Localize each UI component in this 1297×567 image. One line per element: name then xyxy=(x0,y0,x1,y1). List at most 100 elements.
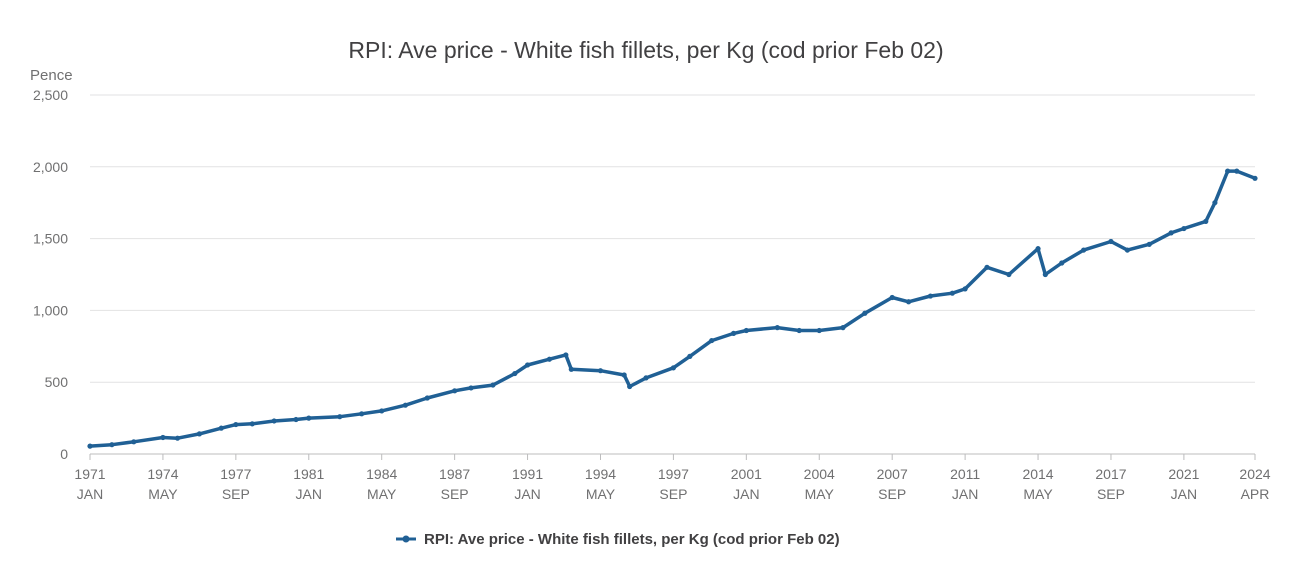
data-point[interactable] xyxy=(984,264,990,270)
data-point[interactable] xyxy=(709,337,715,344)
x-tick-month-label: JAN xyxy=(952,486,978,502)
y-axis-ticks: 0 500 1,000 1,500 2,000 2,500 xyxy=(33,87,68,462)
x-tick-month-label: SEP xyxy=(659,486,687,502)
data-point[interactable] xyxy=(1146,241,1152,247)
legend[interactable]: RPI: Ave price - White fish fillets, per… xyxy=(396,531,840,548)
y-tick-label: 1,000 xyxy=(33,302,68,318)
data-point[interactable] xyxy=(730,330,737,336)
data-point[interactable] xyxy=(949,290,955,296)
y-tick-label: 2,000 xyxy=(33,159,68,175)
x-tick-year-label: 1984 xyxy=(366,466,397,482)
data-point[interactable] xyxy=(160,434,166,441)
data-point[interactable] xyxy=(1124,247,1130,253)
data-point[interactable] xyxy=(643,375,649,381)
data-point[interactable] xyxy=(1225,168,1231,174)
x-tick-year-label: 2017 xyxy=(1095,466,1126,482)
data-point[interactable] xyxy=(1252,175,1258,181)
data-point[interactable] xyxy=(359,411,365,417)
data-point[interactable] xyxy=(1059,260,1065,266)
data-point[interactable] xyxy=(402,402,409,408)
data-point[interactable] xyxy=(621,372,627,378)
data-point[interactable] xyxy=(774,325,780,331)
x-tick-month-label: MAY xyxy=(148,486,178,502)
data-point[interactable] xyxy=(597,368,604,374)
gridlines xyxy=(90,94,1255,383)
x-tick-year-label: 1981 xyxy=(293,466,324,482)
x-tick-year-label: 1994 xyxy=(585,466,616,482)
data-point[interactable] xyxy=(490,382,496,388)
legend-label: RPI: Ave price - White fish fillets, per… xyxy=(424,531,840,548)
data-point[interactable] xyxy=(546,356,553,362)
data-point[interactable] xyxy=(233,421,239,428)
data-point[interactable] xyxy=(174,435,181,441)
data-point[interactable] xyxy=(840,325,846,331)
y-axis-unit-label: Pence xyxy=(30,67,73,84)
x-tick-month-label: SEP xyxy=(222,486,250,502)
data-point[interactable] xyxy=(452,388,458,394)
x-tick-year-label: 1977 xyxy=(220,466,251,482)
data-point[interactable] xyxy=(468,385,474,391)
data-point[interactable] xyxy=(131,439,137,445)
data-point[interactable] xyxy=(524,362,531,368)
data-point[interactable] xyxy=(1203,218,1209,224)
x-tick-year-label: 1971 xyxy=(74,466,105,482)
data-point[interactable] xyxy=(796,327,802,334)
data-point[interactable] xyxy=(670,365,677,371)
data-point[interactable] xyxy=(627,383,633,390)
data-point[interactable] xyxy=(889,294,895,301)
chart-title: RPI: Ave price - White fish fillets, per… xyxy=(348,37,943,63)
x-tick-year-label: 1997 xyxy=(658,466,689,482)
x-tick-year-label: 2004 xyxy=(804,466,835,482)
data-point[interactable] xyxy=(816,327,822,334)
x-tick-month-label: MAY xyxy=(1023,486,1053,502)
data-point[interactable] xyxy=(109,442,115,448)
data-point[interactable] xyxy=(1181,225,1187,232)
data-point[interactable] xyxy=(1035,246,1041,252)
data-point[interactable] xyxy=(905,299,912,305)
data-point[interactable] xyxy=(87,443,93,449)
x-tick-month-label: MAY xyxy=(586,486,616,502)
data-point[interactable] xyxy=(563,352,569,358)
x-tick-year-label: 2024 xyxy=(1239,466,1270,482)
data-point[interactable] xyxy=(1234,168,1240,174)
data-point[interactable] xyxy=(1168,230,1174,236)
x-tick-month-label: MAY xyxy=(805,486,835,502)
y-tick-label: 1,500 xyxy=(33,231,68,247)
data-point[interactable] xyxy=(337,414,343,420)
data-point[interactable] xyxy=(218,425,224,431)
data-point[interactable] xyxy=(306,415,312,421)
x-tick-month-label: SEP xyxy=(878,486,906,502)
data-point[interactable] xyxy=(1042,271,1048,278)
data-point[interactable] xyxy=(927,293,934,299)
x-tick-year-label: 1987 xyxy=(439,466,470,482)
x-tick-year-label: 2021 xyxy=(1168,466,1199,482)
data-point[interactable] xyxy=(1108,238,1114,245)
data-point[interactable] xyxy=(271,418,277,424)
data-point[interactable] xyxy=(743,327,749,334)
x-tick-month-label: JAN xyxy=(1171,486,1197,502)
x-tick-year-label: 1991 xyxy=(512,466,543,482)
y-tick-label: 0 xyxy=(60,446,68,462)
data-point[interactable] xyxy=(687,353,693,359)
x-tick-year-label: 1974 xyxy=(147,466,178,482)
data-point[interactable] xyxy=(379,408,385,414)
data-point[interactable] xyxy=(1081,247,1087,253)
y-tick-label: 500 xyxy=(45,374,69,390)
x-tick-month-label: APR xyxy=(1241,486,1270,502)
data-point[interactable] xyxy=(568,366,574,372)
data-point[interactable] xyxy=(293,416,299,423)
data-point[interactable] xyxy=(1212,200,1218,206)
x-tick-year-label: 2001 xyxy=(731,466,762,482)
data-point[interactable] xyxy=(249,421,255,427)
data-point[interactable] xyxy=(424,395,430,401)
y-tick-label: 2,500 xyxy=(33,87,68,103)
data-point[interactable] xyxy=(862,310,868,316)
data-point[interactable] xyxy=(962,286,968,292)
data-point[interactable] xyxy=(196,431,202,437)
x-tick-month-label: MAY xyxy=(367,486,397,502)
x-tick-year-label: 2011 xyxy=(950,466,980,482)
data-point[interactable] xyxy=(512,370,518,377)
series-line xyxy=(88,169,1257,448)
data-point[interactable] xyxy=(1006,271,1012,278)
